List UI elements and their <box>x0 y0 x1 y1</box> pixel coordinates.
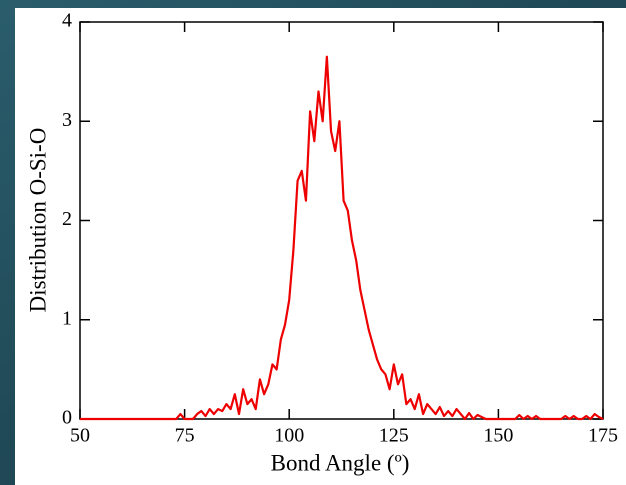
y-tick-label: 2 <box>62 208 72 230</box>
y-tick-label: 1 <box>62 307 72 329</box>
data-line <box>80 55 604 421</box>
x-axis-label: Bond Angle (º) <box>271 450 410 475</box>
y-tick-label: 4 <box>62 10 72 32</box>
x-tick-label: 150 <box>483 425 513 447</box>
chart-background <box>15 8 626 485</box>
y-tick-label: 0 <box>62 407 72 429</box>
x-tick-label: 125 <box>379 425 409 447</box>
y-tick-label: 3 <box>62 109 72 131</box>
x-tick-label: 175 <box>588 425 618 447</box>
x-tick-label: 50 <box>70 425 90 447</box>
y-axis-label: Distribution O-Si-O <box>25 128 50 313</box>
x-tick-label: 75 <box>175 425 195 447</box>
x-tick-label: 100 <box>274 425 304 447</box>
